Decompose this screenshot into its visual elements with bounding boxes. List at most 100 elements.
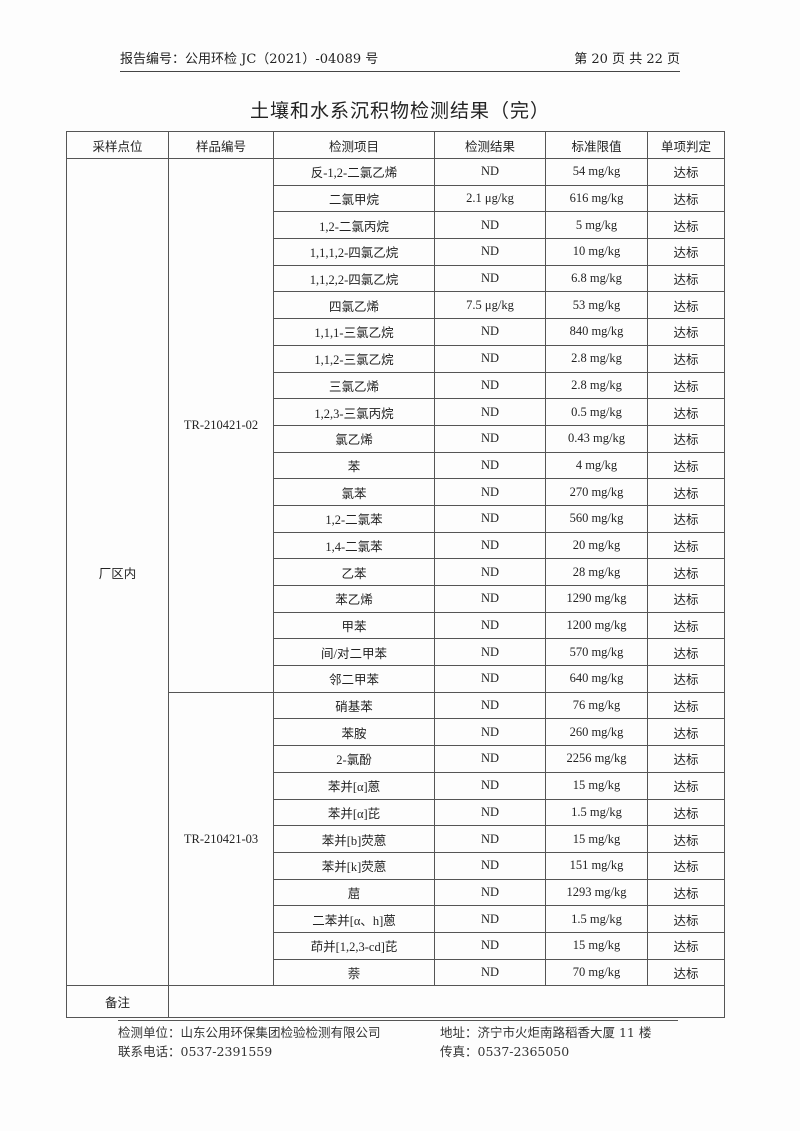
limit-cell: 5 mg/kg [545,211,648,240]
judgement-cell: 达标 [647,264,725,293]
item-cell: 1,2,3-三氯丙烷 [273,398,435,426]
item-cell: 2-氯酚 [273,745,435,773]
judgement-cell: 达标 [647,318,725,346]
results-table: 采样点位 样品编号 检测项目 检测结果 标准限值 单项判定 厂区内 TR-2104… [66,131,725,1019]
sample-id-cell: TR-210421-03 [168,691,274,987]
table-row: 苯并[α]芘 ND 1.5 mg/kg 达标 [67,798,725,827]
judgement-cell: 达标 [647,398,725,426]
col-result: 检测结果 [434,131,546,159]
report-number: 报告编号：公用环检 JC（2021）-04089 号 [120,52,379,67]
limit-cell: 20 mg/kg [545,531,648,560]
page-footer: 检测单位：山东公用环保集团检验检测有限公司 地址：济宁市火炬南路稻香大厦 11 … [118,1020,678,1061]
item-cell: 乙苯 [273,558,435,586]
judgement-cell: 达标 [647,825,725,853]
judgement-cell: 达标 [647,771,725,800]
result-cell: ND [434,638,546,667]
result-cell: ND [434,691,546,720]
limit-cell: 640 mg/kg [545,665,648,693]
result-cell: ND [434,905,546,933]
table-row: 1,1,1,2-四氯乙烷 ND 10 mg/kg 达标 [67,238,725,266]
judgement-cell: 达标 [647,291,725,320]
item-cell: 苯并[α]芘 [273,798,435,827]
limit-cell: 4 mg/kg [545,451,648,480]
result-cell: ND [434,531,546,560]
item-cell: 1,2-二氯苯 [273,504,435,533]
limit-cell: 10 mg/kg [545,238,648,266]
judgement-cell: 达标 [647,424,725,453]
item-cell: 四氯乙烯 [273,291,435,320]
table-row: 苯并[b]荧蒽 ND 15 mg/kg 达标 [67,825,725,853]
item-cell: 苯并[b]荧蒽 [273,825,435,853]
limit-cell: 1.5 mg/kg [545,798,648,827]
limit-cell: 1293 mg/kg [545,878,648,907]
table-row: 三氯乙烯 ND 2.8 mg/kg 达标 [67,371,725,400]
result-cell: 2.1 μg/kg [434,184,546,213]
table-row: 邻二甲苯 ND 640 mg/kg 达标 [67,665,725,693]
judgement-cell: 达标 [647,638,725,667]
result-cell: ND [434,318,546,346]
location-cell: 厂区内 [66,157,169,987]
table-row: 二苯并[α、h]蒽 ND 1.5 mg/kg 达标 [67,905,725,933]
table-row: 氯苯 ND 270 mg/kg 达标 [67,478,725,506]
limit-cell: 15 mg/kg [545,771,648,800]
remark-label: 备注 [66,985,169,1019]
item-cell: 反-1,2-二氯乙烯 [273,158,435,186]
result-cell: ND [434,451,546,480]
fax: 传真：0537-2365050 [440,1044,570,1059]
table-row: 䓛 ND 1293 mg/kg 达标 [67,878,725,907]
table-row: 2-氯酚 ND 2256 mg/kg 达标 [67,745,725,773]
col-judgement: 单项判定 [647,131,725,159]
testing-unit: 检测单位：山东公用环保集团检验检测有限公司 [118,1025,381,1040]
table-row: 1,2-二氯苯 ND 560 mg/kg 达标 [67,504,725,533]
limit-cell: 616 mg/kg [545,184,648,213]
judgement-cell: 达标 [647,611,725,640]
table-row: 茚并[1,2,3-cd]芘 ND 15 mg/kg 达标 [67,931,725,960]
table-header-row: 采样点位 样品编号 检测项目 检测结果 标准限值 单项判定 [66,131,725,159]
result-cell: ND [434,558,546,586]
result-cell: ND [434,158,546,186]
table-row: 苯乙烯 ND 1290 mg/kg 达标 [67,585,725,613]
result-cell: ND [434,424,546,453]
result-cell: ND [434,264,546,293]
result-cell: ND [434,958,546,987]
result-cell: ND [434,931,546,960]
result-cell: ND [434,344,546,373]
limit-cell: 570 mg/kg [545,638,648,667]
result-cell: ND [434,798,546,827]
limit-cell: 70 mg/kg [545,958,648,987]
judgement-cell: 达标 [647,238,725,266]
judgement-cell: 达标 [647,665,725,693]
table-row: 厂区内 TR-210421-02 反-1,2-二氯乙烯 ND 54 mg/kg 达标 [66,157,725,987]
judgement-cell: 达标 [647,211,725,240]
table-row: 萘 ND 70 mg/kg 达标 [67,958,725,987]
judgement-cell: 达标 [647,558,725,586]
item-cell: 茚并[1,2,3-cd]芘 [273,931,435,960]
result-cell: ND [434,371,546,400]
table-row: 间/对二甲苯 ND 570 mg/kg 达标 [67,638,725,667]
col-limit: 标准限值 [545,131,648,159]
limit-cell: 840 mg/kg [545,318,648,346]
item-cell: 1,2-二氯丙烷 [273,211,435,240]
limit-cell: 53 mg/kg [545,291,648,320]
result-cell: ND [434,611,546,640]
sample-id-cell: TR-210421-02 [168,158,274,693]
judgement-cell: 达标 [647,184,725,213]
judgement-cell: 达标 [647,958,725,987]
table-row: 四氯乙烯 7.5 μg/kg 53 mg/kg 达标 [67,291,725,320]
judgement-cell: 达标 [647,745,725,773]
result-cell: ND [434,211,546,240]
item-cell: 苯并[α]蒽 [273,771,435,800]
result-cell: ND [434,665,546,693]
result-cell: ND [434,504,546,533]
result-cell: ND [434,771,546,800]
table-row: 乙苯 ND 28 mg/kg 达标 [67,558,725,586]
page-header: 报告编号：公用环检 JC（2021）-04089 号 第 20 页 共 22 页 [120,48,680,72]
judgement-cell: 达标 [647,878,725,907]
limit-cell: 6.8 mg/kg [545,264,648,293]
result-cell: ND [434,718,546,747]
result-cell: ND [434,851,546,880]
limit-cell: 260 mg/kg [545,718,648,747]
judgement-cell: 达标 [647,531,725,560]
limit-cell: 1.5 mg/kg [545,905,648,933]
remark-row: 备注 [66,985,725,1019]
